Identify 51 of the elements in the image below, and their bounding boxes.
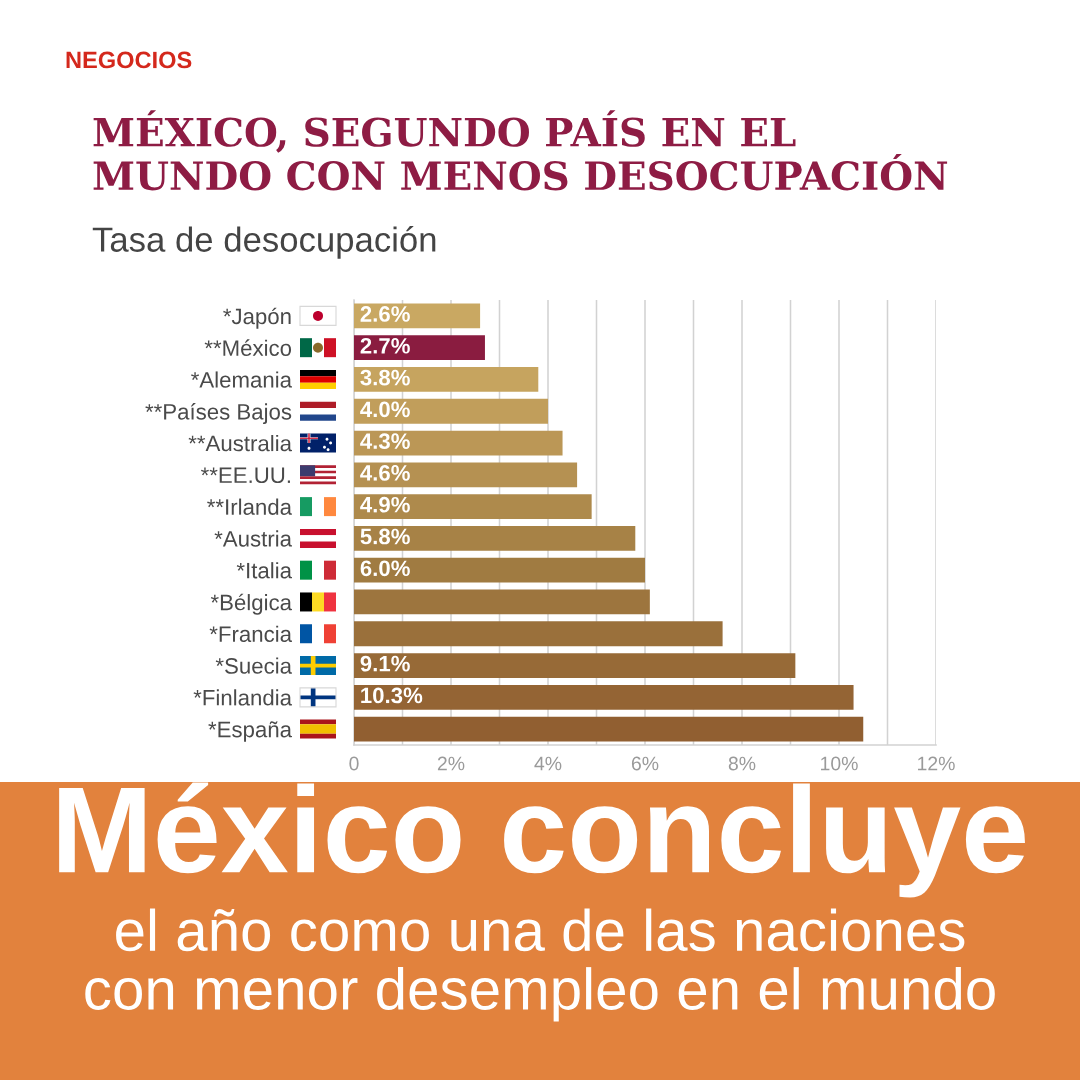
x-tick-label: 8% xyxy=(728,756,756,771)
data-label: 4.6% xyxy=(360,465,410,481)
y-tick-label: **México xyxy=(204,339,292,356)
y-tick-label: **Irlanda xyxy=(207,498,292,515)
bar xyxy=(354,303,481,329)
y-tick-label: **Países Bajos xyxy=(145,403,292,425)
y-tick-label: **EE.UU. xyxy=(200,467,290,484)
y-tick-label: *España xyxy=(208,721,292,742)
y-tick-label: *Japón xyxy=(223,307,291,329)
x-tick-label: 4% xyxy=(534,756,562,771)
data-label: 4.3% xyxy=(360,433,410,450)
data-label: 6.0% xyxy=(360,560,410,577)
data-label: 3.8% xyxy=(360,369,410,386)
bar xyxy=(354,589,650,615)
bar xyxy=(354,462,578,488)
bar xyxy=(354,653,796,678)
y-tick-label: *Bélgica xyxy=(210,593,292,615)
chart-subtitle: Tasa de desocupación xyxy=(92,226,436,259)
bar xyxy=(354,367,539,392)
bar xyxy=(354,684,854,710)
x-tick-label: 6% xyxy=(631,756,659,771)
y-tick-label: *Austria xyxy=(214,530,292,547)
text: México concluye xyxy=(59,782,1025,898)
x-tick-label: 12% xyxy=(918,756,955,771)
y-tick-label: *Suecia xyxy=(215,657,292,674)
x-tick-label: 10% xyxy=(821,756,858,771)
data-label: 5.8% xyxy=(360,528,410,545)
y-tick-label: *Francia xyxy=(209,625,292,643)
text: NEGOCIOS xyxy=(66,51,192,69)
data-label: 4.0% xyxy=(360,401,410,418)
data-label: 2.7% xyxy=(360,337,410,354)
x-tick-label: 0 xyxy=(349,756,359,771)
bar xyxy=(354,716,864,742)
bar xyxy=(354,557,645,583)
chart-title: MÉXICO, SEGUNDO PAÍS EN EL MUNDO CON MENOS DESOCUPACIÓN xyxy=(93,110,948,191)
y-tick-label: **Australia xyxy=(188,434,292,452)
bar xyxy=(354,430,563,456)
x-tick-label: 2% xyxy=(437,756,465,771)
y-tick-label: *Finlandia xyxy=(193,689,292,706)
y-tick-label: *Italia xyxy=(236,562,292,579)
bar xyxy=(354,526,636,551)
bar xyxy=(354,398,548,424)
data-label: 4.9% xyxy=(360,496,410,513)
y-tick-label: *Alemania xyxy=(191,371,292,388)
data-label: 2.6% xyxy=(360,306,410,322)
bar xyxy=(354,335,485,361)
data-label: 9.1% xyxy=(360,655,410,672)
text: el año como una de las naciones con menor desempleo en el mundo xyxy=(85,908,995,1022)
bar xyxy=(354,494,592,519)
bar xyxy=(354,621,723,647)
data-label: 10.3% xyxy=(361,687,423,704)
